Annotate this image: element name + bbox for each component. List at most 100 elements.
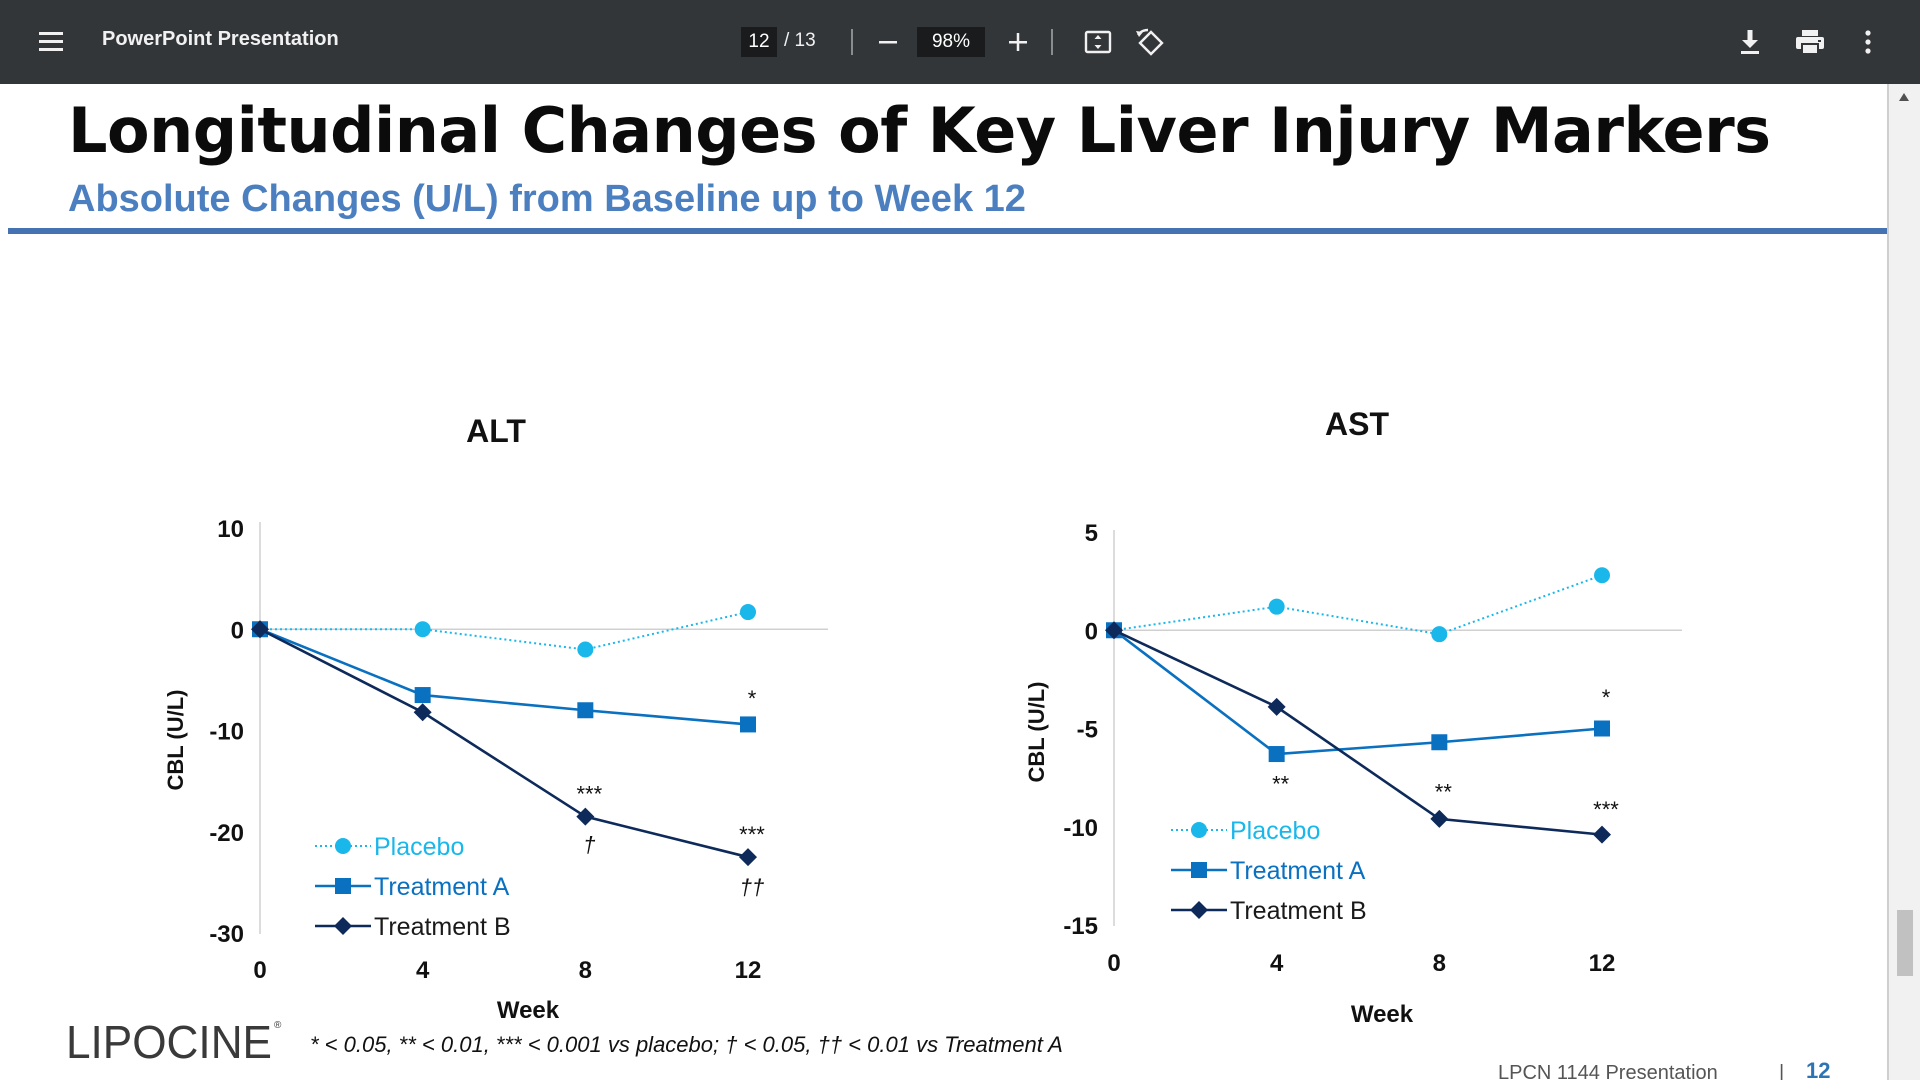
legend-marker <box>335 838 351 854</box>
data-point-square <box>577 702 594 719</box>
slide-subtitle: Absolute Changes (U/L) from Baseline up … <box>68 178 1026 220</box>
legend-label: Placebo <box>374 833 464 861</box>
data-point-diamond <box>1267 697 1286 716</box>
data-point-diamond <box>739 848 757 867</box>
data-point-circle <box>1431 626 1448 643</box>
rotate-icon[interactable] <box>1134 26 1168 60</box>
page-number-input[interactable]: 12 <box>741 27 777 57</box>
x-tick-label: 12 <box>735 957 762 984</box>
y-tick-label: 0 <box>1085 618 1098 645</box>
data-point-circle <box>1268 598 1285 615</box>
x-tick-label: 12 <box>1589 950 1616 977</box>
y-tick-label: 0 <box>231 617 244 644</box>
legend-label: Placebo <box>1230 817 1320 845</box>
legend-marker <box>1190 901 1208 919</box>
significance-annotation: * <box>1602 685 1611 710</box>
data-point-diamond <box>413 703 432 722</box>
slide-title: Longitudinal Changes of Key Liver Injury… <box>68 94 1771 167</box>
scroll-up-arrow-icon[interactable] <box>1898 92 1910 102</box>
data-point-circle <box>1594 567 1610 584</box>
document-title: PowerPoint Presentation <box>102 28 339 50</box>
svg-text:®: ® <box>274 1020 282 1031</box>
document-viewer: Longitudinal Changes of Key Liver Injury… <box>0 84 1920 1080</box>
x-tick-label: 4 <box>416 957 430 984</box>
significance-annotation: †† <box>740 874 764 899</box>
footer-page-number: 12 <box>1806 1058 1831 1080</box>
significance-annotation: *** <box>576 781 602 806</box>
y-tick-label: -15 <box>1063 913 1098 940</box>
vertical-scrollbar[interactable] <box>1889 84 1920 1080</box>
y-tick-label: -20 <box>209 820 244 847</box>
data-point-square <box>1594 720 1610 737</box>
significance-annotation: *** <box>1593 797 1619 822</box>
toolbar-divider <box>851 29 853 55</box>
y-tick-label: 5 <box>1085 520 1098 547</box>
data-point-diamond <box>1105 621 1123 640</box>
y-axis-label: CBL (U/L) <box>1024 681 1049 782</box>
series-line-placebo <box>1113 574 1603 636</box>
footer-presentation-name: LPCN 1144 Presentation <box>1498 1062 1718 1080</box>
slide-page: Longitudinal Changes of Key Liver Injury… <box>8 84 1888 1080</box>
data-point-square <box>1431 734 1448 751</box>
data-point-square <box>1268 746 1285 763</box>
data-point-circle <box>414 621 431 638</box>
x-tick-label: 8 <box>1433 950 1446 977</box>
toolbar-divider <box>1051 29 1053 55</box>
x-tick-label: 0 <box>253 957 266 984</box>
data-point-circle <box>740 604 756 621</box>
data-point-diamond <box>1430 809 1449 828</box>
page-edge <box>1887 84 1889 1080</box>
legend-marker <box>335 878 351 894</box>
zoom-level-input[interactable]: 98% <box>917 27 985 57</box>
zoom-out-icon[interactable] <box>872 26 904 58</box>
pdf-toolbar: PowerPoint Presentation 12 / 13 98% <box>0 0 1920 84</box>
data-point-square <box>414 687 431 704</box>
series-line-treatment-b <box>259 628 749 859</box>
significance-annotation: * <box>748 686 757 711</box>
print-icon[interactable] <box>1793 26 1827 58</box>
data-point-circle <box>577 641 594 658</box>
y-tick-label: -10 <box>1063 815 1098 842</box>
x-tick-label: 0 <box>1107 950 1120 977</box>
legend-label: Treatment A <box>374 873 510 901</box>
y-tick-label: -10 <box>209 719 244 746</box>
fit-page-icon[interactable] <box>1082 26 1114 58</box>
page-total: / 13 <box>784 30 816 51</box>
significance-annotation: ** <box>1435 779 1453 804</box>
zoom-in-icon[interactable] <box>1002 26 1034 58</box>
significance-annotation: ** <box>1272 772 1290 797</box>
more-options-icon[interactable] <box>1852 26 1884 58</box>
data-point-diamond <box>251 620 269 639</box>
legend-marker <box>1191 822 1207 838</box>
y-tick-label: -30 <box>209 921 244 948</box>
svg-text:LIPOCINE: LIPOCINE <box>66 1016 272 1066</box>
scrollbar-thumb[interactable] <box>1897 910 1913 976</box>
title-rule <box>8 228 1888 234</box>
legend-label: Treatment A <box>1230 857 1366 885</box>
x-tick-label: 4 <box>1270 950 1284 977</box>
legend-label: Treatment B <box>374 913 511 941</box>
data-point-diamond <box>576 807 595 826</box>
y-axis-label: CBL (U/L) <box>163 689 188 790</box>
legend-marker <box>1191 862 1207 878</box>
y-tick-label: 10 <box>217 516 244 543</box>
data-point-diamond <box>1593 825 1611 844</box>
x-tick-label: 8 <box>579 957 592 984</box>
y-tick-label: -5 <box>1077 717 1098 744</box>
significance-annotation: *** <box>739 822 765 847</box>
lipocine-logo: LIPOCINE ® <box>66 1016 282 1066</box>
data-point-square <box>740 716 756 733</box>
series-line-treatment-a <box>1113 629 1603 756</box>
download-icon[interactable] <box>1734 26 1766 58</box>
menu-icon[interactable] <box>34 24 68 58</box>
significance-annotation: † <box>583 832 595 857</box>
x-axis-label: Week <box>497 997 560 1024</box>
footnote: * < 0.05, ** < 0.01, *** < 0.001 vs plac… <box>310 1032 1063 1057</box>
x-axis-label: Week <box>1351 1001 1414 1028</box>
legend-marker <box>334 917 352 935</box>
footer-separator: | <box>1779 1062 1785 1080</box>
chart-title: ALT <box>466 413 526 449</box>
